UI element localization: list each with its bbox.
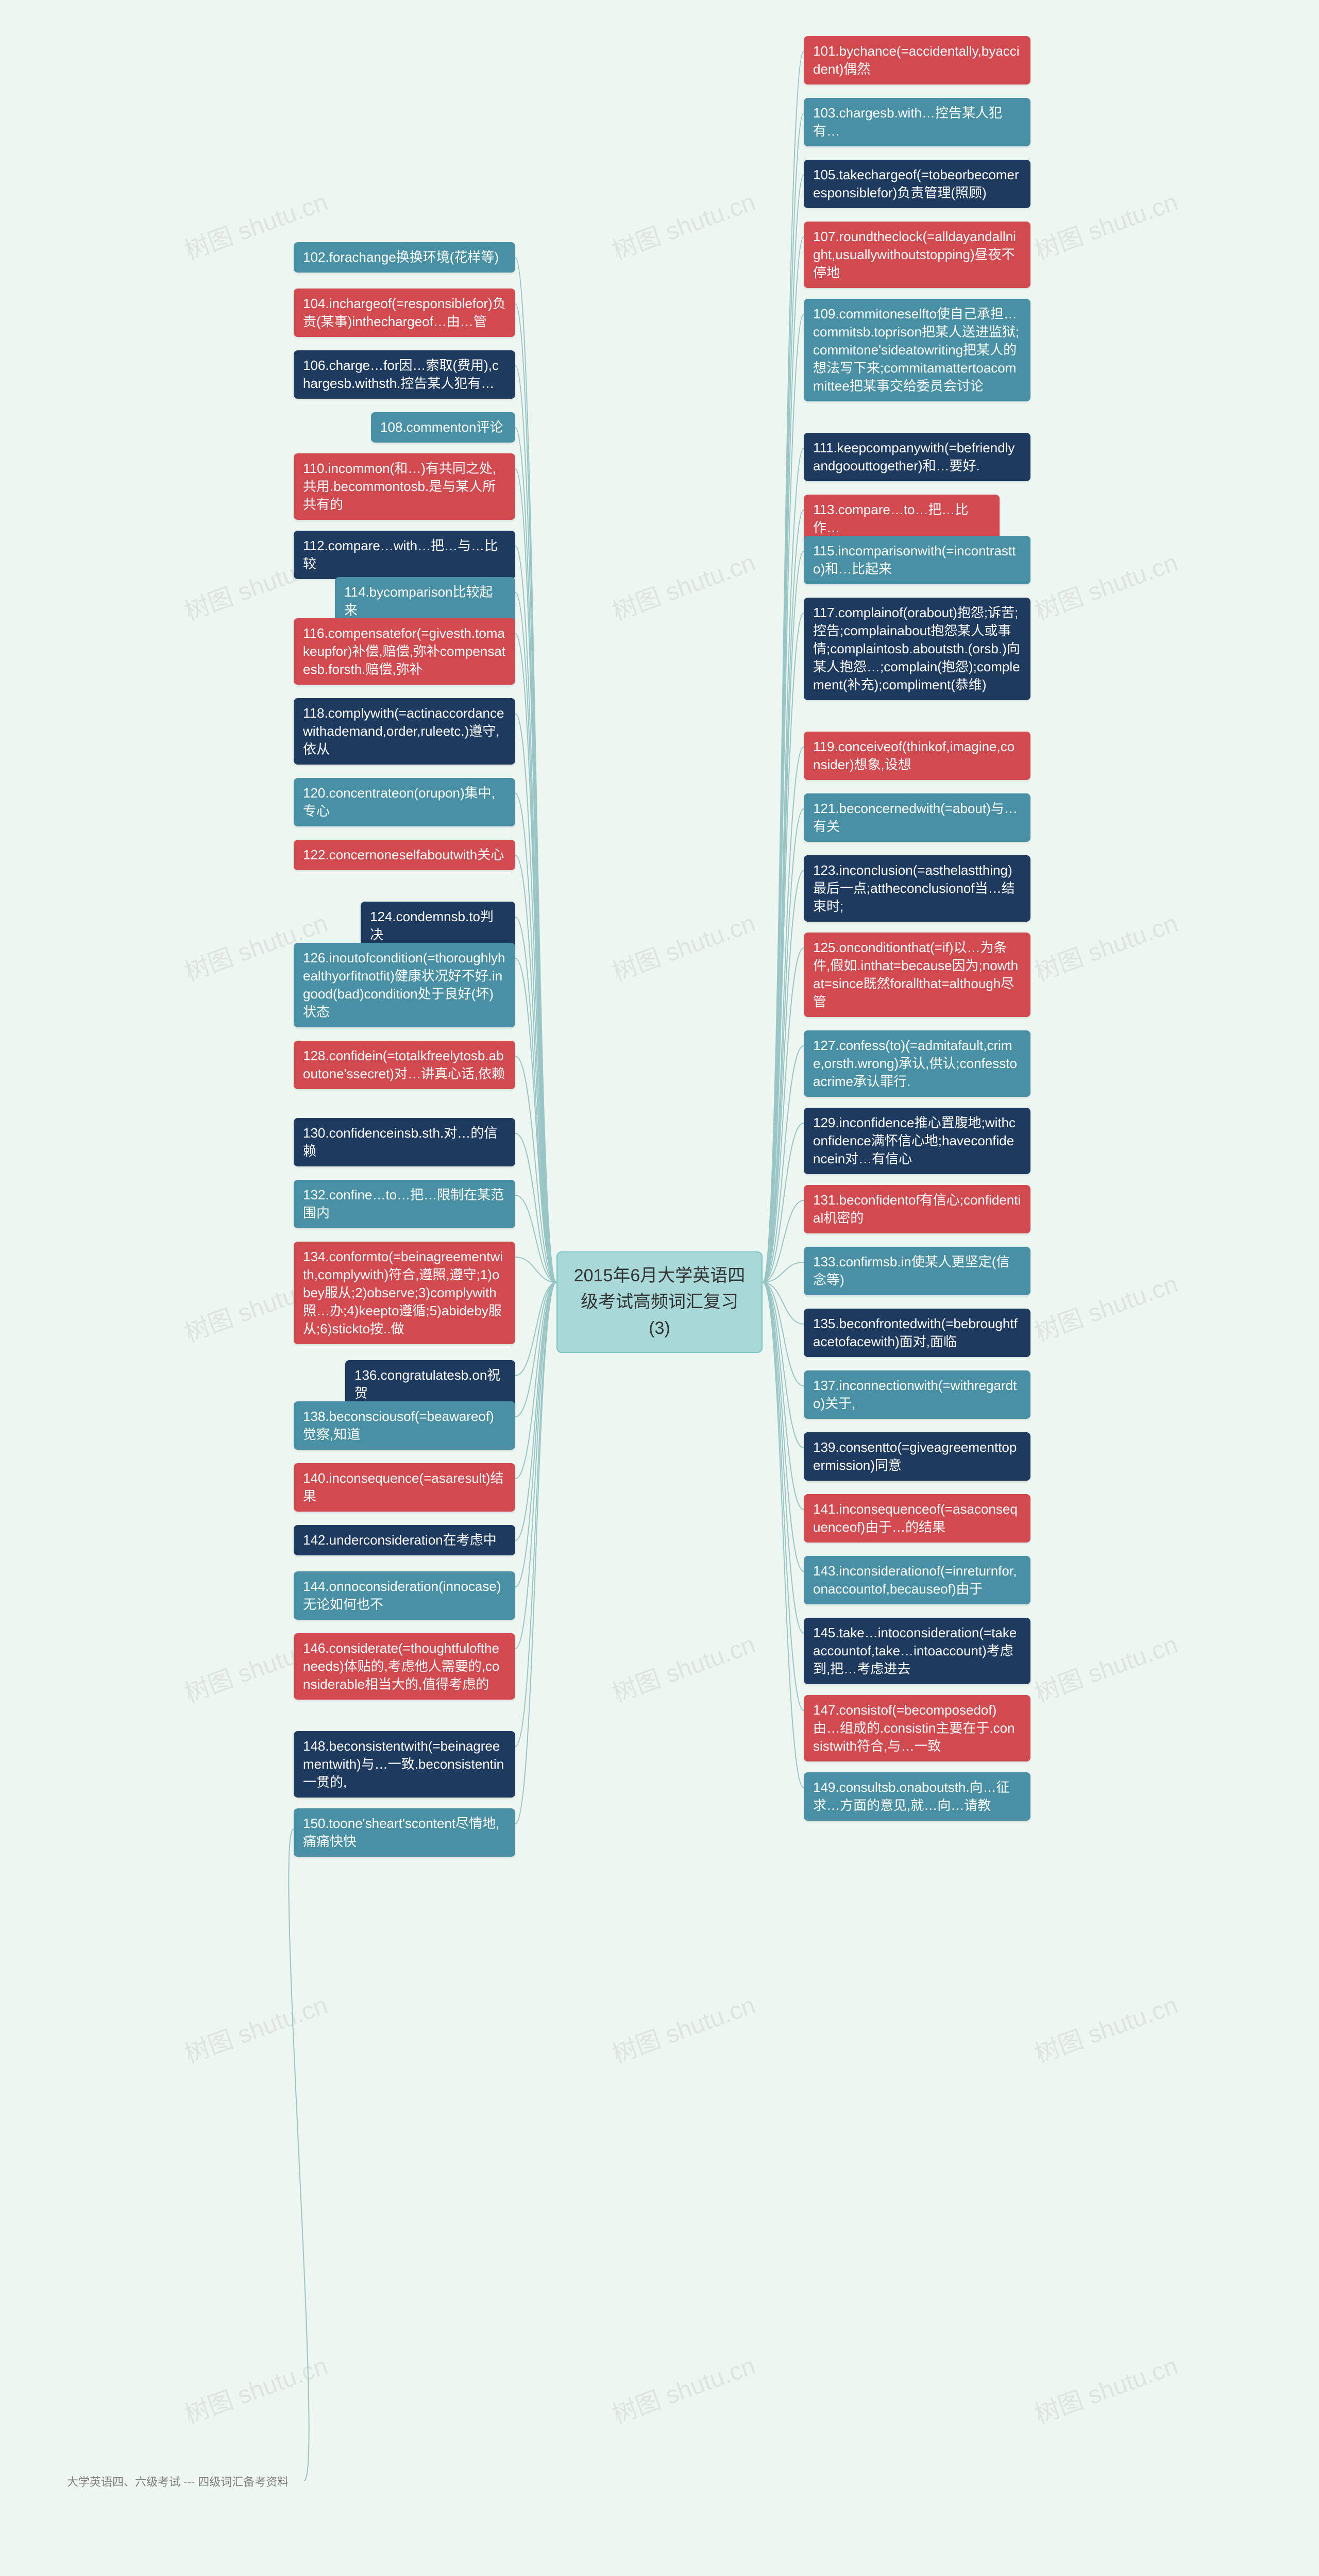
mindmap-node-140: 140.inconsequence(=asaresult)结果 <box>294 1463 515 1512</box>
mindmap-node-149: 149.consultsb.onaboutsth.向…征求…方面的意见,就…向…… <box>804 1772 1030 1821</box>
center-node: 2015年6月大学英语四级考试高频词汇复习(3) <box>556 1251 763 1353</box>
mindmap-node-117: 117.complainof(orabout)抱怨;诉苦;控告;complain… <box>804 598 1030 700</box>
mindmap-node-104: 104.inchargeof(=responsiblefor)负责(某事)int… <box>294 289 515 337</box>
watermark: 树图 shutu.cn <box>1029 1624 1182 1709</box>
mindmap-node-133: 133.confirmsb.in使某人更坚定(信念等) <box>804 1247 1030 1295</box>
mindmap-node-121: 121.beconcernedwith(=about)与…有关 <box>804 793 1030 842</box>
mindmap-node-134: 134.conformto(=beinagreementwith,complyw… <box>294 1242 515 1344</box>
mindmap-node-150: 150.toone'sheart'scontent尽情地,痛痛快快 <box>294 1808 515 1857</box>
mindmap-node-125: 125.onconditionthat(=if)以…为条件,假如.inthat=… <box>804 933 1030 1017</box>
mindmap-node-146: 146.considerate(=thoughtfuloftheneeds)体贴… <box>294 1633 515 1700</box>
watermark: 树图 shutu.cn <box>1029 1985 1182 2070</box>
mindmap-node-148: 148.beconsistentwith(=beinagreementwith)… <box>294 1731 515 1798</box>
mindmap-node-145: 145.take…intoconsideration(=takeaccounto… <box>804 1618 1030 1684</box>
mindmap-node-103: 103.chargesb.with…控告某人犯有… <box>804 98 1030 146</box>
mindmap-node-115: 115.incomparisonwith(=incontrastto)和…比起来 <box>804 536 1030 584</box>
mindmap-node-135: 135.beconfrontedwith(=bebroughtfacetofac… <box>804 1309 1030 1357</box>
mindmap-node-108: 108.commenton评论 <box>371 412 515 443</box>
watermark: 树图 shutu.cn <box>606 181 759 266</box>
mindmap-node-119: 119.conceiveof(thinkof,imagine,consider)… <box>804 732 1030 780</box>
mindmap-node-143: 143.inconsiderationof(=inreturnfor,onacc… <box>804 1556 1030 1604</box>
watermark: 树图 shutu.cn <box>1029 903 1182 988</box>
mindmap-node-139: 139.consentto(=giveagreementtopermission… <box>804 1432 1030 1481</box>
mindmap-node-129: 129.inconfidence推心置腹地;withconfidence满怀信心… <box>804 1108 1030 1174</box>
mindmap-node-105: 105.takechargeof(=tobeorbecomeresponsibl… <box>804 160 1030 208</box>
watermark: 树图 shutu.cn <box>606 903 759 988</box>
mindmap-node-126: 126.inoutofcondition(=thoroughlyhealthyo… <box>294 943 515 1027</box>
mindmap-node-147: 147.consistof(=becomposedof)由…组成的.consis… <box>804 1695 1030 1761</box>
mindmap-node-144: 144.onnoconsideration(innocase)无论如何也不 <box>294 1571 515 1620</box>
mindmap-node-116: 116.compensatefor(=givesth.tomakeupfor)补… <box>294 618 515 685</box>
mindmap-node-132: 132.confine…to…把…限制在某范围内 <box>294 1180 515 1228</box>
mindmap-node-107: 107.roundtheclock(=alldayandallnight,usu… <box>804 222 1030 288</box>
watermark: 树图 shutu.cn <box>1029 542 1182 627</box>
watermark: 树图 shutu.cn <box>606 2345 759 2430</box>
mindmap-node-111: 111.keepcompanywith(=befriendlyandgooutt… <box>804 433 1030 481</box>
watermark: 树图 shutu.cn <box>1029 181 1182 266</box>
mindmap-node-137: 137.inconnectionwith(=withregardto)关于, <box>804 1370 1030 1419</box>
mindmap-node-102: 102.forachange换换环境(花样等) <box>294 242 515 273</box>
mindmap-node-110: 110.incommon(和…)有共同之处,共用.becommontosb.是与… <box>294 453 515 520</box>
watermark: 树图 shutu.cn <box>179 2345 332 2430</box>
watermark: 树图 shutu.cn <box>1029 1263 1182 1348</box>
watermark: 树图 shutu.cn <box>1029 2345 1182 2430</box>
mindmap-node-122: 122.concernoneselfaboutwith关心 <box>294 840 515 870</box>
mindmap-node-130: 130.confidenceinsb.sth.对…的信赖 <box>294 1118 515 1166</box>
mindmap-node-131: 131.beconfidentof有信心;confidential机密的 <box>804 1185 1030 1233</box>
mindmap-node-138: 138.beconsciousof(=beawareof)觉察,知道 <box>294 1401 515 1450</box>
mindmap-node-101: 101.bychance(=accidentally,byaccident)偶然 <box>804 36 1030 84</box>
mindmap-node-142: 142.underconsideration在考虑中 <box>294 1525 515 1555</box>
mindmap-node-112: 112.compare…with…把…与…比较 <box>294 531 515 579</box>
mindmap-node-128: 128.confidein(=totalkfreelytosb.aboutone… <box>294 1041 515 1089</box>
mindmap-node-123: 123.inconclusion(=asthelastthing)最后一点;at… <box>804 855 1030 922</box>
mindmap-node-127: 127.confess(to)(=admitafault,crime,orsth… <box>804 1030 1030 1097</box>
mindmap-node-109: 109.commitoneselfto使自己承担…commitsb.topris… <box>804 299 1030 401</box>
watermark: 树图 shutu.cn <box>606 1624 759 1709</box>
watermark: 树图 shutu.cn <box>606 1985 759 2070</box>
breadcrumb: 大学英语四、六级考试 --- 四级词汇备考资料 <box>67 2473 289 2489</box>
mindmap-node-106: 106.charge…for因…索取(费用),chargesb.withsth.… <box>294 350 515 399</box>
watermark: 树图 shutu.cn <box>606 542 759 627</box>
mindmap-node-120: 120.concentrateon(orupon)集中,专心 <box>294 778 515 826</box>
mindmap-node-141: 141.inconsequenceof(=asaconsequenceof)由于… <box>804 1494 1030 1543</box>
watermark: 树图 shutu.cn <box>179 1985 332 2070</box>
mindmap-node-118: 118.complywith(=actinaccordancewithadema… <box>294 698 515 765</box>
